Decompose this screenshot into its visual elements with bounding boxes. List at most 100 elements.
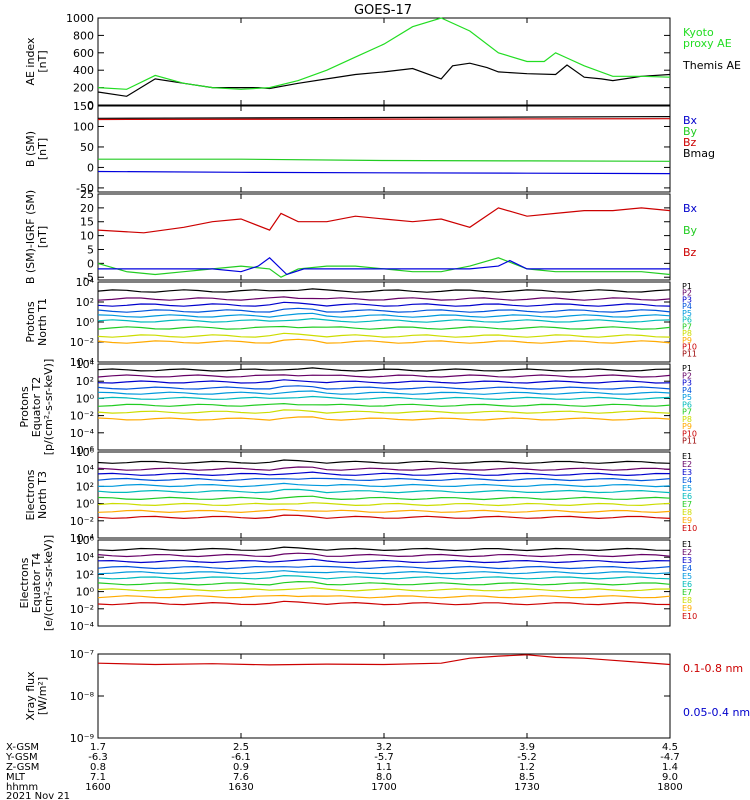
panel-frame <box>97 653 671 739</box>
legend-label: Bz <box>683 136 697 149</box>
channel-label-E8: E8 <box>682 596 692 605</box>
y-axis-label: B (SM)-IGRF (SM) <box>24 190 37 284</box>
series-line-E8 <box>97 587 671 592</box>
y-tick-label: 10⁴ <box>76 276 95 289</box>
series-line-E1 <box>97 546 671 552</box>
y-tick-label: 10² <box>76 568 94 581</box>
footer-value: 3.9 <box>519 742 535 753</box>
y-tick-label: 10⁻² <box>70 336 94 349</box>
y-axis-label: [nT] <box>36 50 49 72</box>
channel-label-E2: E2 <box>682 460 692 469</box>
y-tick-label: 10² <box>76 480 94 493</box>
footer-row-label: hhmm <box>6 782 38 793</box>
channel-label-E8: E8 <box>682 508 692 517</box>
y-tick-label: 10⁻⁴ <box>70 532 95 545</box>
y-tick-label: 10⁶ <box>76 446 95 459</box>
y-tick-label: 10² <box>76 375 94 388</box>
channel-label-E1: E1 <box>682 540 692 549</box>
series-line-P5 <box>97 312 671 318</box>
channel-label-P1: P1 <box>682 364 692 373</box>
y-tick-label: 10⁻⁸ <box>70 690 95 703</box>
channel-label-P2: P2 <box>682 371 692 380</box>
footer-value: 8.0 <box>376 772 392 783</box>
series-line-0-1-0-8-nm <box>97 654 671 666</box>
footer-row-label: 2021 Nov 21 <box>6 791 70 800</box>
legend-label: Themis AE <box>682 59 741 72</box>
y-axis-label: Equator T2 <box>30 377 43 437</box>
channel-label-P4: P4 <box>682 302 692 311</box>
footer-row-label: X-GSM <box>6 742 39 753</box>
channel-label-E5: E5 <box>682 572 692 581</box>
y-tick-label: -5 <box>83 271 94 284</box>
footer-value: -5.2 <box>517 752 537 763</box>
channel-label-P9: P9 <box>682 336 692 345</box>
channel-label-P8: P8 <box>682 415 692 424</box>
series-line-P2 <box>97 296 671 301</box>
channel-label-P10: P10 <box>682 429 697 438</box>
panel-frame <box>97 193 671 281</box>
footer-value: 7.1 <box>90 772 106 783</box>
channel-label-P10: P10 <box>682 343 697 352</box>
series-line-P9 <box>97 416 671 421</box>
series-line-P5 <box>97 390 671 395</box>
footer-value: 1600 <box>85 782 110 793</box>
channel-label-E3: E3 <box>682 468 692 477</box>
y-tick-label: 10⁴ <box>76 551 95 564</box>
channel-label-P3: P3 <box>682 295 692 304</box>
series-line-E6 <box>97 488 671 494</box>
y-tick-label: 0 <box>87 161 94 174</box>
channel-label-E4: E4 <box>682 476 692 485</box>
channel-label-E6: E6 <box>682 492 692 501</box>
channel-label-E6: E6 <box>682 580 692 589</box>
y-axis-label: North T1 <box>36 298 49 346</box>
footer-value: -6.3 <box>88 752 108 763</box>
footer-value: 1.1 <box>376 762 392 773</box>
series-line-P6 <box>97 317 671 323</box>
channel-label-P11: P11 <box>682 349 697 358</box>
series-line-P8 <box>97 332 671 338</box>
series-line-E10 <box>97 514 671 520</box>
footer-value: -5.7 <box>374 752 394 763</box>
y-tick-label: 10⁶ <box>76 534 95 547</box>
channel-label-P5: P5 <box>682 309 692 318</box>
y-axis-label: Xray flux <box>24 671 37 721</box>
channel-label-P2: P2 <box>682 289 692 298</box>
y-tick-label: 200 <box>73 82 94 95</box>
footer-row-label: MLT <box>6 772 26 783</box>
y-tick-label: 0 <box>87 257 94 270</box>
y-tick-label: 5 <box>87 243 94 256</box>
series-line-E1 <box>97 459 671 464</box>
series-line-bx <box>98 257 670 276</box>
channel-label-E1: E1 <box>682 452 692 461</box>
panel-pe: 10⁻⁶ 10⁻⁴ 10⁻² 10⁰ 10² 10⁴ Protons Equator T2 [p… <box>18 358 697 457</box>
series-line-bmag <box>97 116 671 119</box>
series-line-bz <box>97 118 671 121</box>
y-tick-label: 10⁻² <box>70 410 94 423</box>
series-line-P4 <box>97 307 671 313</box>
panel-ee: 10⁻⁴ 10⁻² 10⁰ 10² 10⁴ 10⁶ Electrons Equator T4[… <box>18 534 697 633</box>
series-line-E5 <box>97 482 671 488</box>
y-axis-label: [nT] <box>36 226 49 248</box>
footer-value: 1.4 <box>662 762 678 773</box>
y-tick-label: 150 <box>73 100 94 113</box>
series-line-E3 <box>97 471 671 477</box>
y-tick-label: 400 <box>73 64 94 77</box>
channel-label-P8: P8 <box>682 329 692 338</box>
series-line-E3 <box>97 558 671 564</box>
y-tick-label: 25 <box>80 188 94 201</box>
legend-label: Bx <box>683 202 698 215</box>
series-line-P2 <box>97 374 671 378</box>
series-line-E4 <box>97 565 671 570</box>
series-line-E4 <box>97 477 671 482</box>
y-tick-label: 10⁻⁴ <box>70 620 95 633</box>
y-tick-label: 10⁰ <box>76 586 95 599</box>
channel-label-P6: P6 <box>682 400 692 409</box>
y-tick-label: 10⁴ <box>76 463 95 476</box>
series-line-E8 <box>97 502 671 507</box>
series-line-kyoto-proxy-ae <box>97 17 671 90</box>
series-line-E7 <box>97 495 671 501</box>
series-line-E9 <box>97 508 671 514</box>
